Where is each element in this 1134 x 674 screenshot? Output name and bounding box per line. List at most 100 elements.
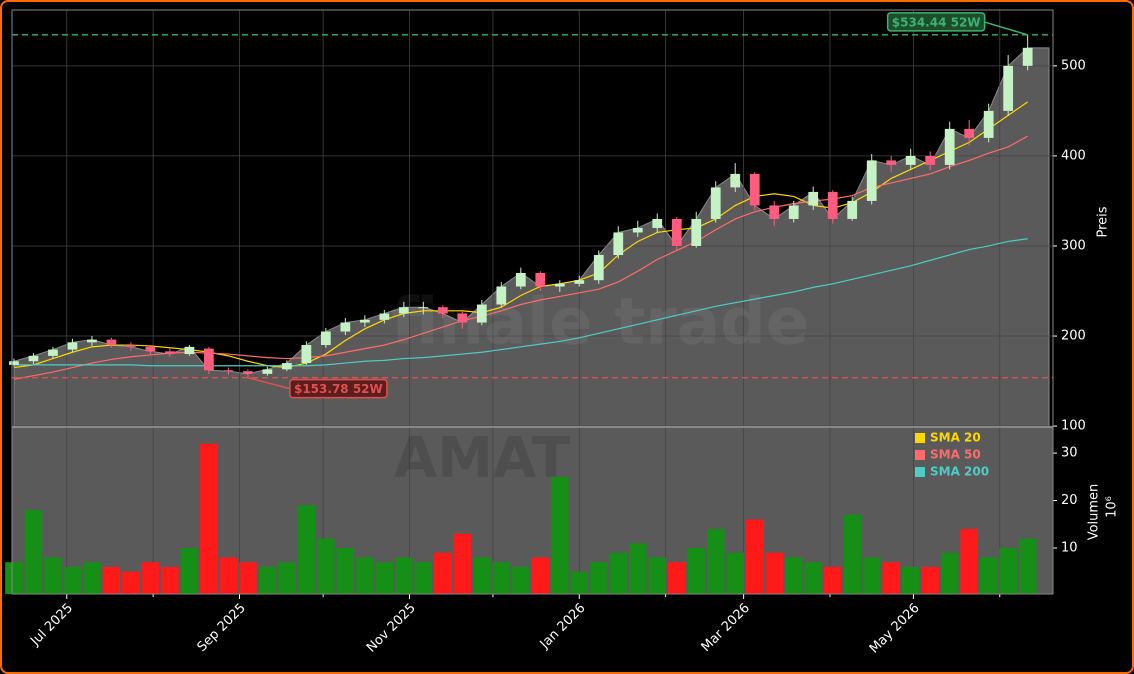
candle-body	[983, 110, 994, 138]
candle-body	[398, 307, 409, 314]
x-tick-label: Nov 2025	[364, 601, 419, 656]
volume-bar	[823, 566, 842, 594]
volume-bar	[804, 562, 822, 594]
candle-body	[476, 304, 487, 323]
volume-offset-label: 10⁶	[1105, 496, 1120, 518]
volume-bar	[590, 562, 608, 594]
plot-border	[11, 9, 1054, 595]
candle-body	[359, 319, 370, 323]
candle-body	[496, 286, 507, 305]
volume-bar	[297, 505, 316, 594]
candle-body	[457, 313, 468, 323]
volume-tick-label: 30	[1061, 446, 1078, 461]
candle-body	[944, 128, 955, 165]
candle-body	[204, 348, 214, 371]
volume-bar	[531, 557, 550, 594]
volume-bar	[434, 552, 452, 594]
candle-body	[769, 205, 780, 219]
volume-bar	[200, 443, 218, 594]
y-tick-label: 200	[1061, 329, 1086, 344]
volume-bar	[44, 557, 62, 594]
candle-body	[593, 254, 604, 281]
x-tick-label: Sep 2025	[195, 601, 249, 655]
volume-bar	[862, 557, 881, 594]
volume-bar	[512, 566, 530, 594]
volume-bar	[102, 566, 121, 594]
volume-bar	[765, 552, 784, 594]
candle-body	[652, 218, 663, 228]
watermark-ticker: AMAT	[394, 426, 570, 491]
candle-body	[1022, 47, 1033, 66]
volume-bar	[375, 562, 394, 594]
candle-body	[632, 227, 643, 233]
candle-body	[301, 345, 312, 364]
candle-body	[886, 160, 897, 165]
volume-tick-label: 20	[1061, 493, 1078, 508]
volume-bar	[63, 566, 82, 594]
candle-body	[281, 363, 292, 370]
y-tick-label: 300	[1061, 238, 1086, 253]
volume-bar	[83, 562, 101, 594]
volume-bar	[687, 547, 706, 594]
volume-bar	[180, 547, 199, 594]
volume-bar	[784, 557, 803, 594]
volume-bar	[395, 557, 413, 594]
annotation-box	[886, 12, 986, 32]
volume-bar	[141, 562, 160, 594]
x-tick-label: Jul 2025	[27, 601, 76, 650]
candle-body	[67, 342, 78, 350]
y-tick-label: 500	[1061, 58, 1086, 73]
volume-bar	[122, 571, 140, 594]
candle-body	[320, 331, 331, 346]
candle-body	[87, 339, 97, 343]
volume-bar	[414, 562, 433, 594]
candle-body	[827, 191, 838, 219]
x-tick-label: Jan 2026	[537, 601, 589, 653]
volume-bar	[979, 557, 998, 594]
candle-body	[574, 280, 585, 284]
volume-bar	[726, 552, 745, 594]
annotation-label: $534.44 52W	[892, 15, 981, 29]
volume-bar	[667, 562, 686, 594]
annotation-box	[289, 378, 388, 399]
volume-bar	[570, 571, 589, 594]
volume-bar	[706, 529, 725, 594]
candle-body	[379, 313, 390, 320]
volume-bar	[551, 476, 569, 594]
volume-bar	[356, 557, 374, 594]
candle-body	[48, 349, 58, 356]
annotation-label: $153.78 52W	[294, 382, 383, 396]
candle-body	[262, 369, 273, 374]
volume-axis-label: Volumen	[1087, 484, 1102, 541]
candle-body	[847, 200, 858, 219]
legend-swatch	[915, 450, 925, 460]
legend-label: SMA 200	[930, 465, 989, 479]
candle-body	[340, 322, 351, 332]
candle-body	[1003, 65, 1014, 111]
candle-body	[437, 307, 448, 314]
candle-body	[28, 355, 39, 362]
y-axis-label: Preis	[1096, 206, 1111, 237]
sma-line	[13, 238, 1028, 367]
volume-bar	[453, 533, 472, 594]
annotation-arrow	[247, 376, 291, 390]
candle-body	[126, 345, 136, 347]
candle-body	[905, 155, 916, 165]
candle-body	[866, 160, 877, 201]
x-tick-label: Mar 2026	[699, 601, 753, 655]
candle-body	[9, 361, 19, 365]
y-tick-label: 100	[1061, 419, 1086, 434]
legend-swatch	[915, 433, 925, 443]
volume-bar	[1018, 538, 1037, 594]
volume-bar	[278, 562, 296, 594]
volume-bar	[24, 510, 43, 594]
volume-bar	[473, 557, 491, 594]
legend-swatch	[915, 467, 925, 477]
sma-line	[13, 101, 1029, 369]
volume-bar	[901, 566, 920, 594]
volume-bar	[628, 543, 647, 594]
volume-bar	[219, 557, 238, 594]
candle-body	[515, 272, 526, 287]
legend-label: SMA 50	[930, 448, 981, 462]
